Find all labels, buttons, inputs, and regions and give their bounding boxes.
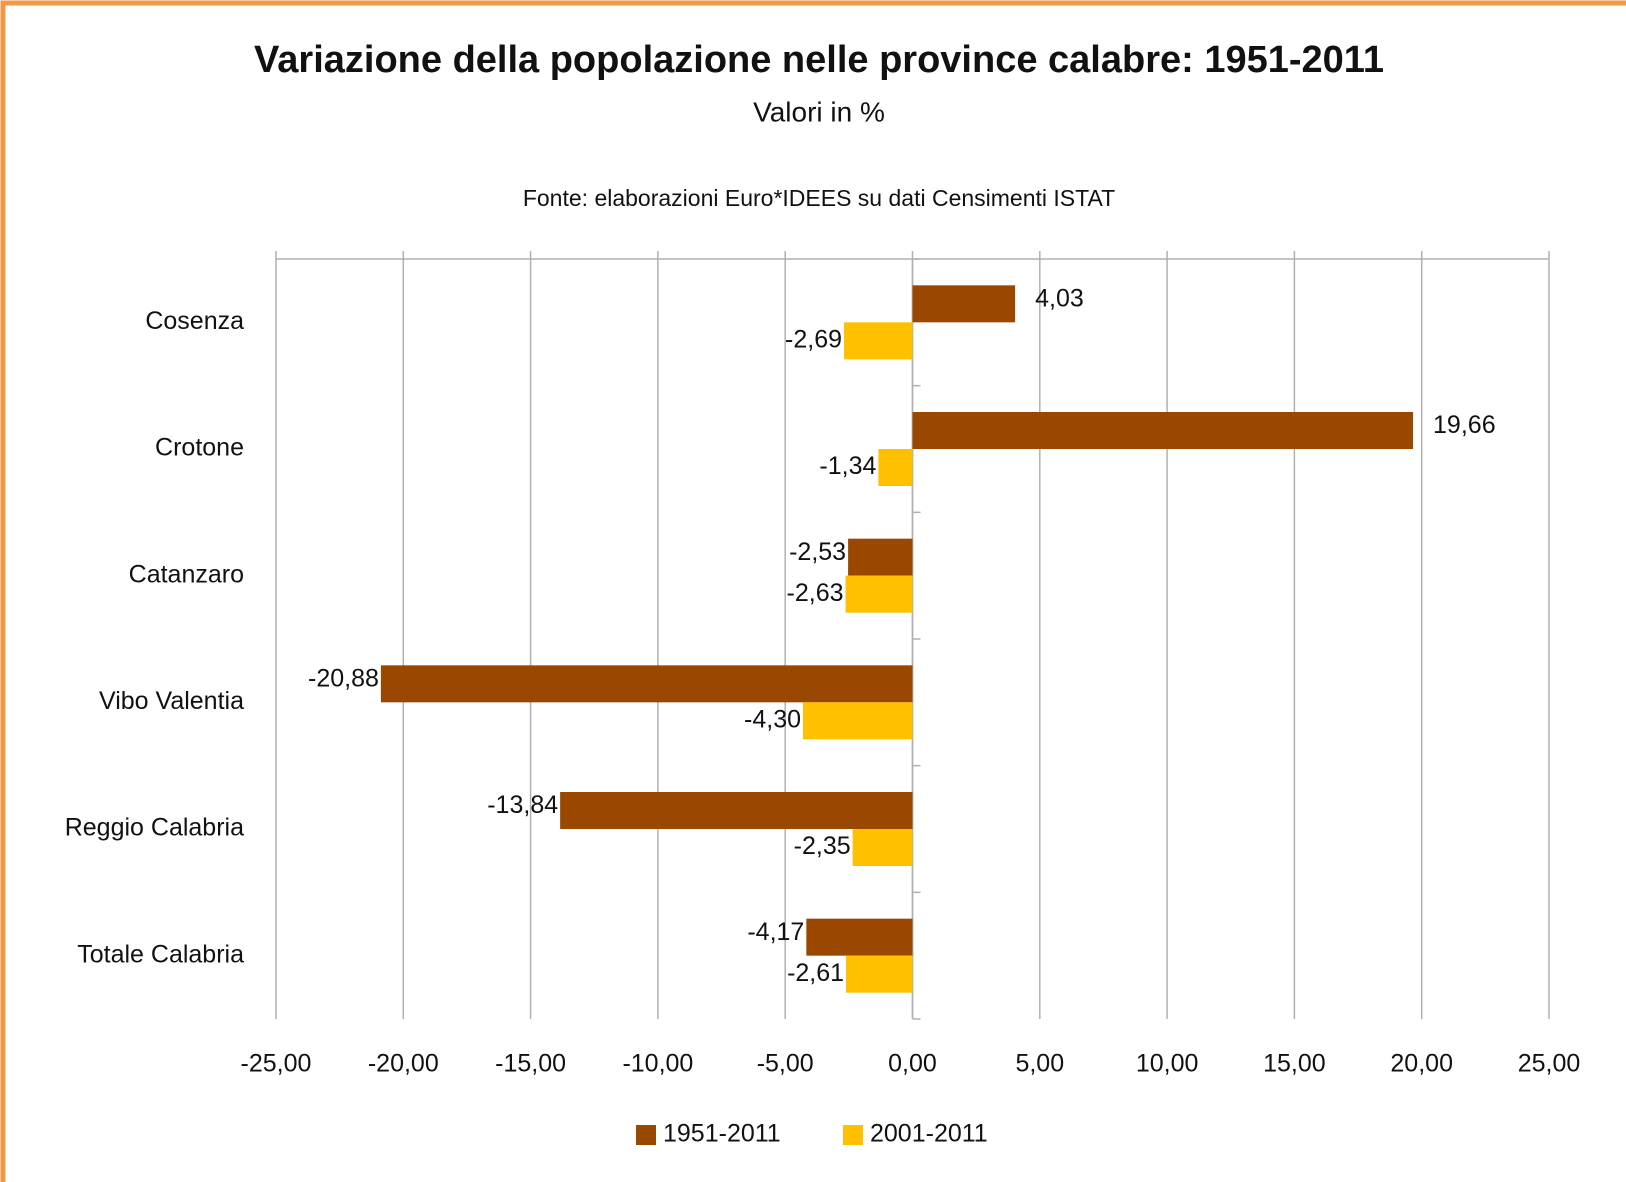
x-tick-label: -5,00 <box>757 1050 814 1078</box>
value-label: 19,66 <box>1433 411 1496 439</box>
y-tick-label: Cosenza <box>145 307 244 335</box>
value-label: -2,61 <box>787 959 844 987</box>
bar <box>803 702 913 740</box>
bar <box>380 665 913 703</box>
y-tick-label: Reggio Calabria <box>65 814 244 842</box>
y-tick-label: Crotone <box>155 434 244 462</box>
bar <box>848 538 913 576</box>
x-tick-label: 10,00 <box>1136 1050 1199 1078</box>
legend-swatch <box>636 1125 656 1145</box>
value-label: -13,84 <box>487 791 558 819</box>
value-label: -2,63 <box>787 579 844 607</box>
value-label: -4,17 <box>747 918 804 946</box>
bar <box>878 449 913 486</box>
value-label: -2,69 <box>785 325 842 353</box>
x-tick-label: 0,00 <box>888 1050 937 1078</box>
bar <box>852 829 913 866</box>
chart-title: Variazione della popolazione nelle provi… <box>254 39 1384 81</box>
x-tick-label: -25,00 <box>241 1050 312 1078</box>
x-tick-label: 20,00 <box>1390 1050 1453 1078</box>
value-label: -2,53 <box>789 538 846 566</box>
bar <box>560 792 913 829</box>
y-tick-label: Vibo Valentia <box>99 687 244 715</box>
x-tick-label: 25,00 <box>1518 1050 1581 1078</box>
x-tick-label: 15,00 <box>1263 1050 1326 1078</box>
bar <box>845 575 913 613</box>
value-label: -1,34 <box>819 452 876 480</box>
y-tick-label: Catanzaro <box>129 560 244 588</box>
x-tick-label: -10,00 <box>622 1050 693 1078</box>
legend-swatch <box>843 1125 863 1145</box>
legend-label: 2001-2011 <box>870 1120 988 1148</box>
legend-label: 1951-2011 <box>663 1120 781 1148</box>
value-label: -2,35 <box>794 832 851 860</box>
x-tick-label: -15,00 <box>495 1050 566 1078</box>
bar <box>912 412 1414 449</box>
bar <box>844 322 913 360</box>
x-tick-label: -20,00 <box>368 1050 439 1078</box>
bar <box>912 285 1016 323</box>
y-tick-label: Totale Calabria <box>77 940 244 968</box>
value-label: -20,88 <box>308 664 379 692</box>
bar <box>846 955 913 993</box>
source-note: Fonte: elaborazioni Euro*IDEES su dati C… <box>523 185 1115 211</box>
x-tick-label: 5,00 <box>1015 1050 1064 1078</box>
value-label: -4,30 <box>744 705 801 733</box>
chart-subtitle: Valori in % <box>753 96 885 127</box>
value-label: 4,03 <box>1035 284 1084 312</box>
bar <box>806 918 913 956</box>
